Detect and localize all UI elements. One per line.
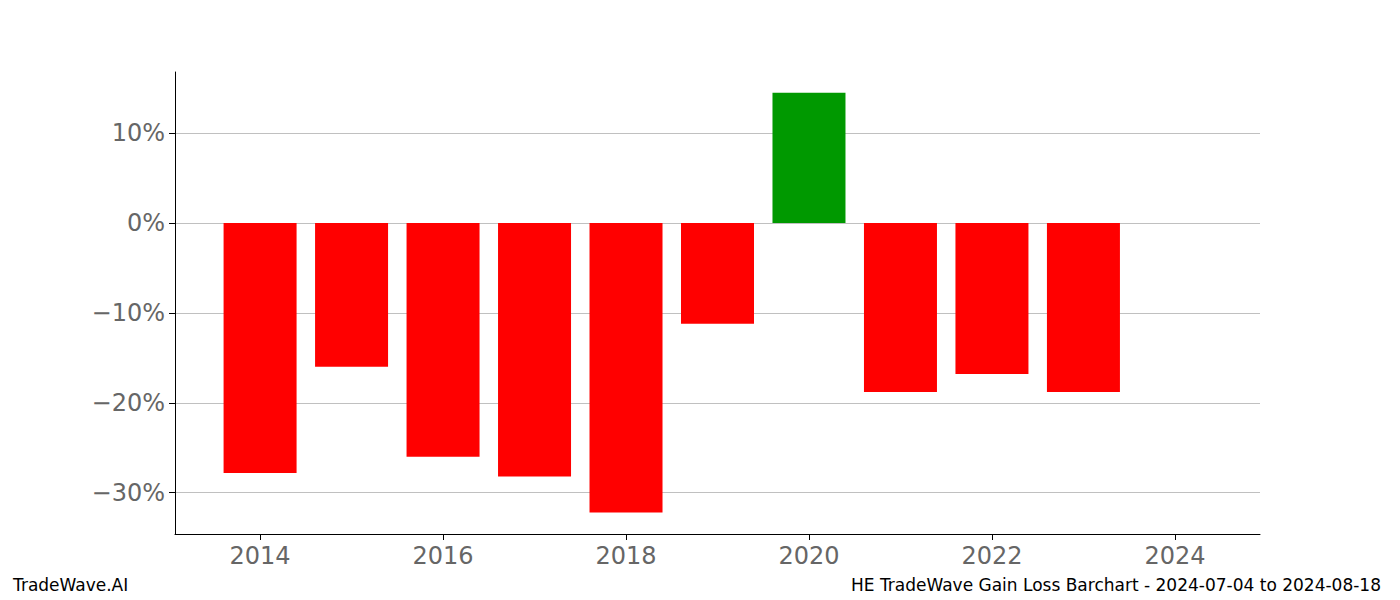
svg-text:2024: 2024: [1144, 542, 1205, 570]
svg-text:−10%: −10%: [92, 299, 165, 327]
svg-text:2018: 2018: [595, 542, 656, 570]
svg-text:2016: 2016: [413, 542, 474, 570]
svg-text:−20%: −20%: [92, 389, 165, 417]
svg-text:2014: 2014: [230, 542, 291, 570]
svg-text:2022: 2022: [961, 542, 1022, 570]
svg-text:0%: 0%: [127, 209, 165, 237]
svg-text:2020: 2020: [778, 542, 839, 570]
svg-text:TradeWave.AI: TradeWave.AI: [12, 575, 128, 595]
svg-text:HE TradeWave Gain Loss Barchar: HE TradeWave Gain Loss Barchart - 2024-0…: [851, 575, 1381, 595]
svg-text:10%: 10%: [112, 119, 165, 147]
svg-text:−30%: −30%: [92, 479, 165, 507]
